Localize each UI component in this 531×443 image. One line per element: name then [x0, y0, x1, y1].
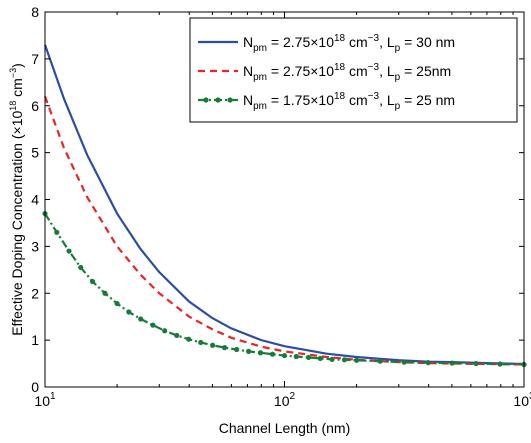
series-3-point: [186, 336, 192, 342]
y-axis-label-end: ): [9, 63, 25, 68]
series-layer: [42, 44, 527, 368]
series-3-point: [497, 361, 503, 367]
legend-label-2: Npm = 2.75×1018 cm−3, Lp = 25nm: [243, 62, 451, 83]
legend-label-3: Npm = 1.75×1018 cm−3, Lp = 25 nm: [243, 91, 455, 112]
series-3-point: [221, 345, 228, 351]
legend-marker: [215, 97, 221, 103]
y-tick-label: 2: [31, 285, 39, 301]
legend-marker: [227, 97, 233, 103]
series-3-point: [78, 264, 84, 271]
tick-layer: 0 1 2 3 4 5 6 7 8 101 102 103: [31, 4, 531, 409]
series-3-point: [425, 360, 431, 366]
series-3-point: [473, 360, 479, 367]
y-tick-label: 1: [31, 332, 39, 348]
y-axis-label: Effective Doping Concentration (×1018 cm…: [8, 63, 25, 336]
series-3-point: [245, 348, 252, 354]
legend-box: [189, 17, 518, 123]
x-tick-label: 102: [274, 391, 296, 409]
series-3-point: [354, 357, 360, 363]
series-3-point: [162, 328, 168, 334]
series-3-point: [198, 339, 204, 346]
series-3-point: [317, 355, 323, 362]
series-3-point: [293, 353, 299, 360]
series-3-point: [66, 248, 72, 254]
series-1-line: [43, 44, 525, 366]
series-3-point: [150, 322, 156, 328]
series-3-point: [377, 358, 383, 364]
series-3-point: [329, 356, 335, 362]
y-axis-label-unit: cm: [9, 78, 25, 101]
series-3-point: [305, 354, 312, 361]
y-tick-label: 5: [31, 145, 39, 161]
series-3-point: [341, 357, 348, 363]
series-3-point: [281, 352, 288, 359]
y-axis-label-sup2: −3: [8, 68, 18, 78]
series-3-point: [54, 229, 60, 235]
series-3-point: [269, 351, 276, 357]
series-3-point: [174, 332, 180, 339]
series-3-point: [114, 300, 120, 307]
legend-label-1: Npm = 2.75×1018 cm−3, Lp = 30 nm: [243, 33, 455, 54]
series-3-point: [89, 278, 96, 285]
series-3-point: [138, 316, 144, 322]
y-tick-label: 4: [31, 192, 39, 208]
x-tick-label: 101: [34, 391, 56, 409]
series-3-point: [449, 360, 455, 366]
series-2-line: [43, 96, 525, 366]
legend-items: Npm = 2.75×1018 cm−3, Lp = 30 nm Npm = 2.…: [198, 33, 455, 112]
legend-marker: [203, 97, 209, 103]
y-axis-label-sup: 18: [8, 101, 18, 111]
y-tick-label: 3: [31, 238, 39, 254]
y-axis-label-main: Effective Doping Concentration (×10: [9, 111, 25, 336]
series-3-line: [44, 212, 525, 366]
y-tick-label: 0: [31, 379, 39, 395]
y-tick-label: 7: [31, 51, 39, 67]
series-3-point: [257, 350, 264, 356]
legend: Npm = 2.75×1018 cm−3, Lp = 30 nm Npm = 2.…: [189, 17, 518, 123]
x-tick-label: 103: [513, 391, 531, 409]
series-3-point: [210, 342, 216, 348]
series-3-point: [401, 359, 407, 365]
series-3-point: [102, 290, 108, 296]
y-tick-label: 8: [31, 4, 39, 20]
series-3-point: [126, 309, 132, 315]
x-axis-label: Channel Length (nm): [219, 420, 351, 436]
y-tick-label: 6: [31, 98, 39, 114]
series-3-point: [234, 346, 240, 353]
